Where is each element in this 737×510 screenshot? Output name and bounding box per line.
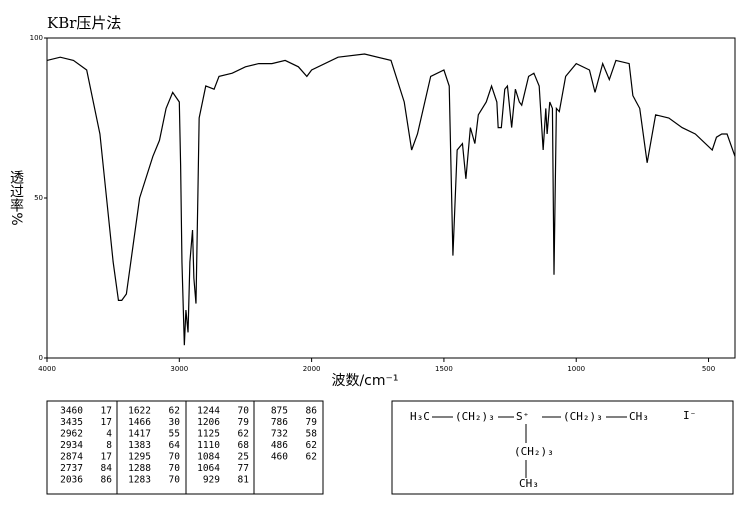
structure-label: (CH₂)₃ — [563, 410, 603, 423]
peak-wavenumber: 3460 — [60, 406, 83, 417]
peak-transmittance: 25 — [238, 452, 249, 463]
peak-transmittance: 79 — [238, 417, 250, 428]
peak-transmittance: 62 — [238, 429, 249, 440]
peak-wavenumber: 929 — [203, 475, 220, 486]
peak-wavenumber: 1110 — [197, 440, 220, 451]
peak-transmittance: 8 — [106, 440, 112, 451]
peak-transmittance: 81 — [238, 475, 250, 486]
structure-label: CH₃ — [519, 477, 539, 490]
peak-transmittance: 79 — [306, 417, 318, 428]
peak-wavenumber: 1206 — [197, 417, 220, 428]
y-axis-label: 透过率% — [8, 170, 24, 225]
peak-wavenumber: 3435 — [60, 417, 83, 428]
peak-wavenumber: 2934 — [60, 440, 83, 451]
peak-wavenumber: 2962 — [60, 429, 83, 440]
peak-wavenumber: 1622 — [128, 406, 151, 417]
peak-transmittance: 58 — [306, 429, 318, 440]
peak-transmittance: 77 — [238, 463, 249, 474]
peak-transmittance: 70 — [169, 475, 181, 486]
peak-wavenumber: 1288 — [128, 463, 151, 474]
peak-wavenumber: 1084 — [197, 452, 220, 463]
y-tick-label: 0 — [39, 354, 43, 362]
peak-transmittance: 64 — [169, 440, 181, 451]
structure-label: H₃C — [410, 410, 430, 423]
peak-wavenumber: 1125 — [197, 429, 220, 440]
peak-wavenumber: 875 — [271, 406, 288, 417]
peak-table-frame — [46, 400, 324, 495]
structure-label: S⁺ — [516, 410, 529, 423]
peak-transmittance: 17 — [101, 406, 112, 417]
peak-transmittance: 62 — [306, 452, 317, 463]
peak-wavenumber: 1417 — [128, 429, 151, 440]
y-tick-label: 100 — [30, 34, 43, 42]
peak-wavenumber: 1283 — [128, 475, 151, 486]
peak-wavenumber: 1064 — [197, 463, 220, 474]
peak-wavenumber: 2036 — [60, 475, 83, 486]
peak-transmittance: 86 — [101, 475, 113, 486]
peak-wavenumber: 1244 — [197, 406, 220, 417]
x-tick-label: 4000 — [38, 365, 56, 373]
peak-wavenumber: 460 — [271, 452, 288, 463]
peak-wavenumber: 786 — [271, 417, 288, 428]
peak-transmittance: 55 — [169, 429, 180, 440]
peak-wavenumber: 1466 — [128, 417, 151, 428]
structure-frame — [391, 400, 734, 495]
y-tick-label: 50 — [34, 194, 43, 202]
peak-wavenumber: 2874 — [60, 452, 83, 463]
peak-wavenumber: 1295 — [128, 452, 151, 463]
peak-transmittance: 86 — [306, 406, 318, 417]
x-tick-label: 1500 — [435, 365, 453, 373]
peak-transmittance: 70 — [169, 452, 181, 463]
peak-wavenumber: 1383 — [128, 440, 151, 451]
x-axis-label: 波数/cm⁻¹ — [331, 373, 398, 389]
peak-wavenumber: 486 — [271, 440, 288, 451]
peak-transmittance: 62 — [169, 406, 180, 417]
peak-transmittance: 70 — [238, 406, 250, 417]
x-tick-label: 1000 — [567, 365, 585, 373]
peak-transmittance: 17 — [101, 452, 112, 463]
peak-transmittance: 62 — [306, 440, 317, 451]
structure-label: I⁻ — [683, 409, 696, 422]
peak-transmittance: 70 — [169, 463, 181, 474]
structure-label: (CH₂)₃ — [514, 445, 554, 458]
chart-title: KBr压片法 — [47, 14, 121, 32]
peak-transmittance: 30 — [169, 417, 181, 428]
structure-label: CH₃ — [629, 410, 649, 423]
peak-transmittance: 17 — [101, 417, 112, 428]
x-tick-label: 500 — [702, 365, 715, 373]
peak-wavenumber: 2737 — [60, 463, 83, 474]
x-tick-label: 2000 — [303, 365, 321, 373]
peak-transmittance: 4 — [106, 429, 112, 440]
peak-transmittance: 84 — [101, 463, 113, 474]
x-tick-label: 3000 — [170, 365, 188, 373]
peak-wavenumber: 732 — [271, 429, 288, 440]
spectrum-line — [46, 53, 736, 346]
peak-transmittance: 68 — [238, 440, 250, 451]
structure-label: (CH₂)₃ — [455, 410, 495, 423]
